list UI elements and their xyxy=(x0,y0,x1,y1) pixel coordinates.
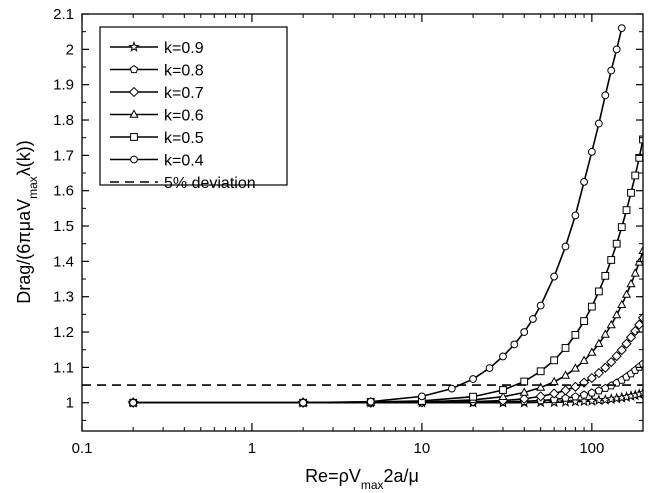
x-tick-label: 0.1 xyxy=(72,440,93,457)
y-tick-label: 1 xyxy=(66,395,74,412)
legend-label-k-0-8: k=0.8 xyxy=(164,63,204,80)
legend-label-k-0-9: k=0.9 xyxy=(164,40,204,57)
data-point-k-0-4 xyxy=(613,46,620,53)
legend-marker-k-0-4 xyxy=(131,156,138,163)
data-point-k-0-8 xyxy=(572,393,579,400)
y-tick-label: 1.2 xyxy=(53,324,74,341)
data-point-k-0-4 xyxy=(530,316,537,323)
data-point-k-0-4 xyxy=(130,399,137,406)
legend-label-5-deviation: 5% deviation xyxy=(164,175,256,192)
data-point-k-0-9 xyxy=(587,396,596,404)
x-tick-label: 1 xyxy=(248,440,256,457)
y-tick-label: 2.1 xyxy=(53,6,74,23)
x-axis-title: Re=ρVmax2a/μ xyxy=(305,466,419,492)
data-point-k-0-5 xyxy=(608,257,615,264)
y-tick-label: 1.1 xyxy=(53,359,74,376)
legend-label-k-0-5: k=0.5 xyxy=(164,130,204,147)
series-k-0-6 xyxy=(129,247,646,406)
data-point-k-0-4 xyxy=(595,120,602,127)
data-point-k-0-5 xyxy=(521,378,528,385)
data-point-k-0-5 xyxy=(562,345,569,352)
data-point-k-0-5 xyxy=(618,224,625,231)
data-point-k-0-7 xyxy=(571,382,580,391)
data-point-k-0-4 xyxy=(618,25,625,32)
data-point-k-0-5 xyxy=(581,318,588,325)
legend-label-k-0-4: k=0.4 xyxy=(164,153,204,170)
x-tick-label: 100 xyxy=(579,440,604,457)
data-point-k-0-4 xyxy=(551,273,558,280)
data-point-k-0-6 xyxy=(607,321,614,328)
data-point-k-0-6 xyxy=(627,280,634,287)
data-point-k-0-7 xyxy=(550,389,559,398)
y-tick-label: 2 xyxy=(66,41,74,58)
data-point-k-0-8 xyxy=(588,389,595,396)
legend: k=0.9 k=0.8 k=0.7 k=0.6 k=0.5 k=0.4 5% deviati… xyxy=(100,27,287,192)
data-point-k-0-4 xyxy=(581,178,588,185)
data-point-k-0-4 xyxy=(602,92,609,99)
data-point-k-0-4 xyxy=(470,376,477,383)
data-point-k-0-5 xyxy=(623,207,630,214)
data-point-k-0-5 xyxy=(537,368,544,375)
data-point-k-0-4 xyxy=(486,365,493,372)
data-point-k-0-5 xyxy=(572,331,579,338)
data-point-k-0-6 xyxy=(562,371,569,378)
legend-label-k-0-6: k=0.6 xyxy=(164,108,204,125)
data-point-k-0-4 xyxy=(448,385,455,392)
y-tick-label: 1.4 xyxy=(53,253,74,270)
data-point-k-0-4 xyxy=(608,67,615,74)
data-point-k-0-5 xyxy=(551,357,558,364)
series-line-k-0-6 xyxy=(133,251,643,403)
y-tick-label: 1.5 xyxy=(53,218,74,235)
data-point-k-0-7 xyxy=(561,386,570,395)
legend-marker-k-0-5 xyxy=(131,134,138,141)
data-point-k-0-5 xyxy=(613,240,620,247)
data-point-k-0-6 xyxy=(623,291,630,298)
y-tick-label: 1.9 xyxy=(53,77,74,94)
data-point-k-0-4 xyxy=(300,399,307,406)
data-point-k-0-4 xyxy=(572,212,579,219)
data-point-k-0-8 xyxy=(580,391,587,398)
data-point-k-0-4 xyxy=(500,353,507,360)
data-point-k-0-4 xyxy=(367,398,374,405)
data-point-k-0-4 xyxy=(588,148,595,155)
data-point-k-0-6 xyxy=(613,311,620,318)
series-k-0-7 xyxy=(129,313,648,407)
data-point-k-0-5 xyxy=(628,189,635,196)
y-axis-title: Drag/(6πμaVmaxλ(k)) xyxy=(14,140,40,303)
data-point-k-0-4 xyxy=(562,243,569,250)
data-point-k-0-5 xyxy=(470,393,477,400)
x-tick-label: 10 xyxy=(414,440,431,457)
data-point-k-0-5 xyxy=(602,272,609,279)
legend-label-k-0-7: k=0.7 xyxy=(164,85,204,102)
y-tick-label: 1.6 xyxy=(53,183,74,200)
data-point-k-0-6 xyxy=(631,269,638,276)
data-point-k-0-4 xyxy=(418,393,425,400)
data-point-k-0-4 xyxy=(521,329,528,336)
data-point-k-0-6 xyxy=(618,301,625,308)
y-tick-label: 1.8 xyxy=(53,112,74,129)
data-point-k-0-5 xyxy=(500,387,507,394)
y-tick-label: 1.7 xyxy=(53,147,74,164)
data-point-k-0-5 xyxy=(595,288,602,295)
data-point-k-0-5 xyxy=(632,172,639,179)
data-point-k-0-5 xyxy=(588,303,595,310)
data-point-k-0-4 xyxy=(511,341,518,348)
y-tick-label: 1.3 xyxy=(53,289,74,306)
series-k-0-8 xyxy=(129,360,646,406)
data-point-k-0-4 xyxy=(537,302,544,309)
